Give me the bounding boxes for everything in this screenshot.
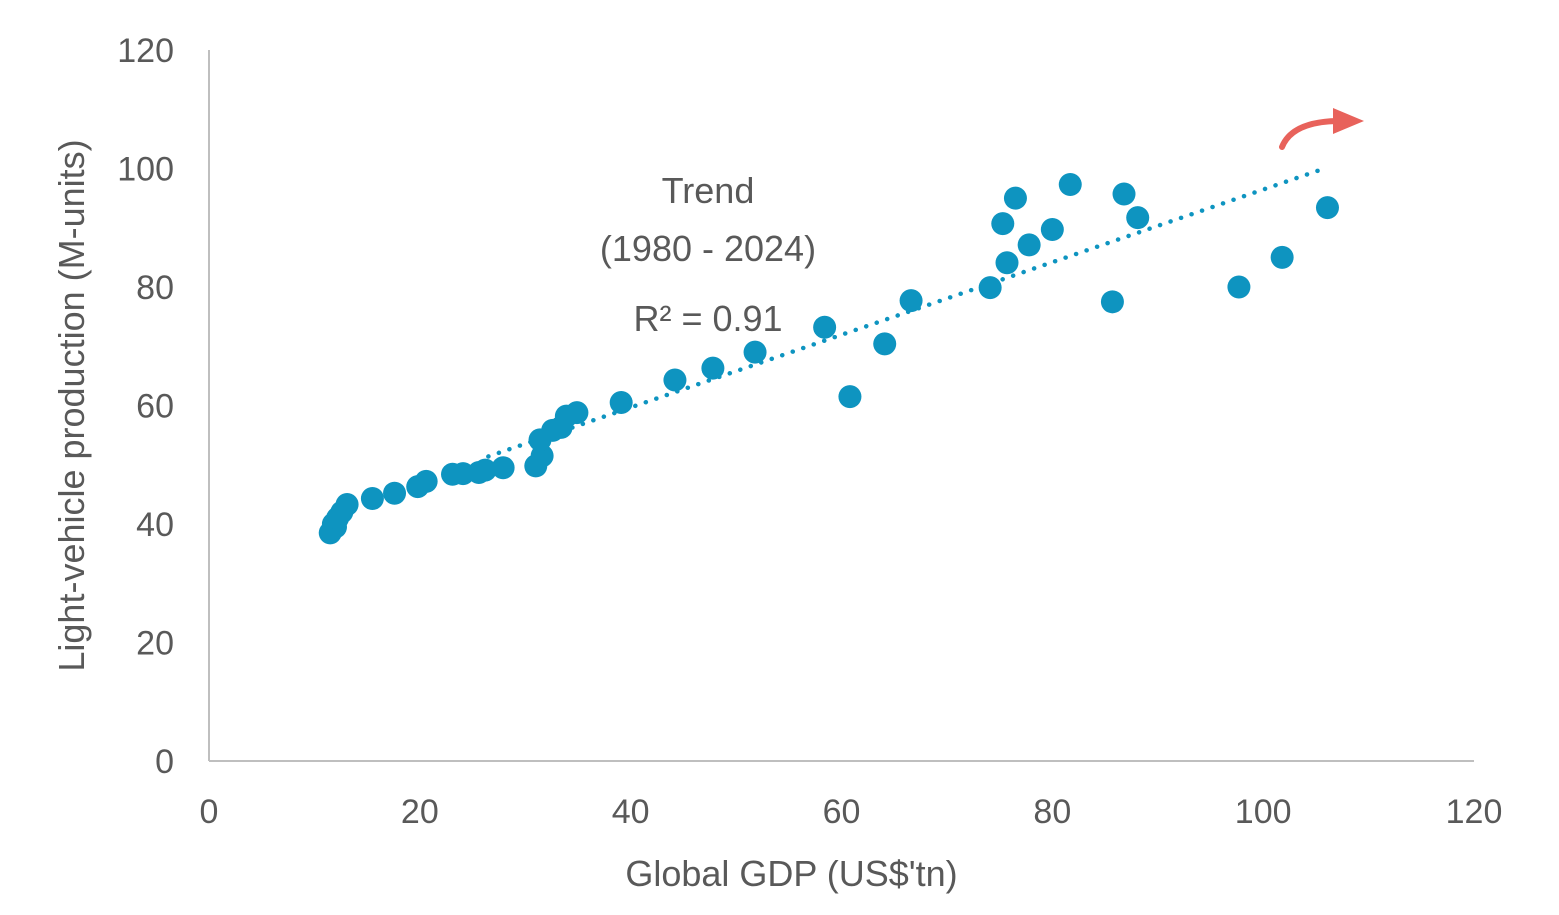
annotation-line-1: Trend bbox=[662, 170, 755, 211]
data-point bbox=[383, 481, 407, 505]
trend-annotation: Trend (1980 - 2024) R² = 0.91 bbox=[600, 170, 816, 339]
x-tick-label: 80 bbox=[1033, 793, 1071, 831]
annotation-line-2: (1980 - 2024) bbox=[600, 228, 816, 269]
data-point bbox=[813, 315, 837, 339]
trend-line bbox=[486, 166, 1327, 459]
data-point bbox=[1270, 245, 1294, 269]
data-point bbox=[473, 458, 497, 482]
data-point bbox=[609, 391, 633, 415]
data-point bbox=[899, 289, 923, 313]
x-axis-title: Global GDP (US$'tn) bbox=[625, 853, 957, 894]
x-tick-label: 20 bbox=[401, 793, 439, 831]
data-point bbox=[701, 356, 725, 380]
x-tick-labels: 0 20 40 60 80 100 120 bbox=[200, 793, 1503, 831]
curved-arrow-icon bbox=[1279, 108, 1364, 150]
data-point bbox=[335, 492, 359, 516]
y-tick-label: 120 bbox=[117, 32, 174, 70]
data-point bbox=[978, 276, 1002, 300]
data-point bbox=[838, 385, 862, 409]
y-tick-label: 40 bbox=[136, 506, 174, 544]
data-points bbox=[318, 172, 1339, 545]
data-point bbox=[1112, 182, 1136, 206]
y-tick-label: 20 bbox=[136, 625, 174, 663]
x-tick-label: 40 bbox=[612, 793, 650, 831]
data-point bbox=[1126, 206, 1150, 230]
data-point bbox=[995, 251, 1019, 275]
data-point bbox=[991, 212, 1015, 236]
data-point bbox=[1003, 186, 1027, 210]
data-point bbox=[873, 332, 897, 356]
y-axis-title: Light-vehicle production (M-units) bbox=[51, 139, 92, 671]
data-point bbox=[1227, 275, 1251, 299]
y-tick-label: 60 bbox=[136, 388, 174, 426]
y-tick-label: 0 bbox=[155, 743, 174, 781]
data-point bbox=[1100, 290, 1124, 314]
data-point bbox=[663, 368, 687, 392]
data-point bbox=[491, 456, 515, 480]
data-point bbox=[1315, 196, 1339, 220]
axes bbox=[208, 50, 1474, 762]
y-tick-label: 100 bbox=[117, 151, 174, 189]
data-point bbox=[743, 340, 767, 364]
data-point bbox=[1040, 218, 1064, 242]
x-tick-label: 120 bbox=[1446, 793, 1503, 831]
x-tick-label: 0 bbox=[200, 793, 219, 831]
data-point bbox=[565, 401, 589, 425]
data-point bbox=[1017, 233, 1041, 257]
y-tick-labels: 0 20 40 60 80 100 120 bbox=[117, 32, 174, 781]
annotation-line-3: R² = 0.91 bbox=[633, 298, 782, 339]
data-point bbox=[1058, 172, 1082, 196]
x-tick-label: 60 bbox=[823, 793, 861, 831]
data-point bbox=[414, 469, 438, 493]
data-point bbox=[360, 487, 384, 511]
x-tick-label: 100 bbox=[1235, 793, 1292, 831]
y-tick-label: 80 bbox=[136, 269, 174, 307]
